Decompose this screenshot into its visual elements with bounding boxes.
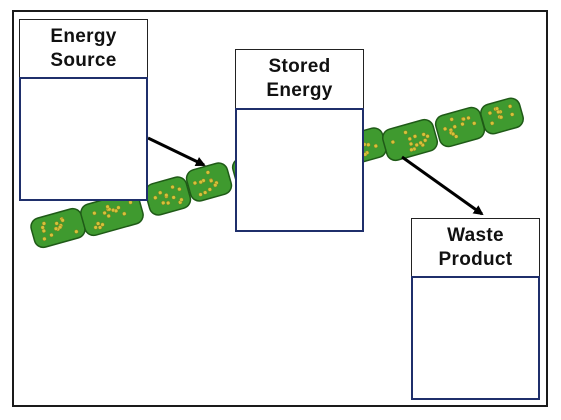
algae-cell xyxy=(480,97,524,135)
algae-cell xyxy=(80,191,144,237)
algae-cell xyxy=(185,162,233,202)
algae-cell xyxy=(434,106,486,148)
arrow-icon xyxy=(401,155,484,216)
energy-source-answer-box[interactable] xyxy=(19,77,148,201)
stored-energy-answer-box[interactable] xyxy=(235,108,364,232)
stored-energy-label: Stored Energy xyxy=(235,49,364,109)
waste-product-label: Waste Product xyxy=(411,218,540,277)
waste-product-answer-box[interactable] xyxy=(411,276,540,400)
algae-cell xyxy=(30,207,86,249)
energy-source-label: Energy Source xyxy=(19,19,148,78)
arrow-icon xyxy=(147,136,206,167)
algae-cell xyxy=(381,118,439,162)
algae-cell xyxy=(144,176,192,216)
